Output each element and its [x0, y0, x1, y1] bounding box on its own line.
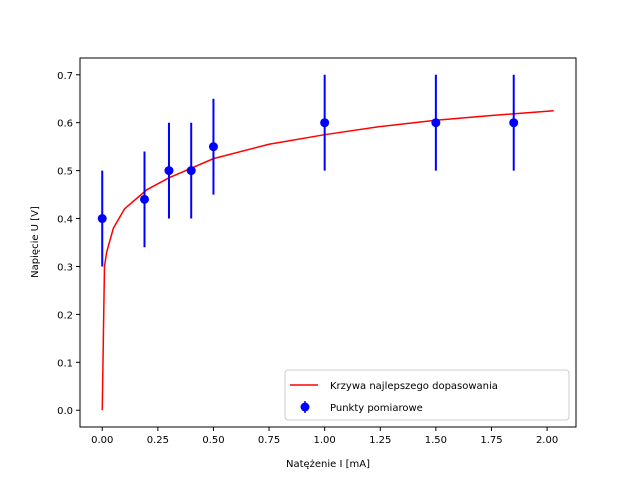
x-tick-label-1: 0.25: [147, 435, 169, 446]
legend-frame: [284, 369, 570, 421]
data-point-6: [431, 118, 441, 128]
data-point-1: [140, 194, 150, 204]
legend-points-marker: [300, 402, 310, 412]
y-tick-label-7: 0.7: [57, 71, 73, 82]
x-tick-label-4: 1.00: [314, 435, 336, 446]
y-axis-ticks: 0.0 0.1 0.2 0.3 0.4 0.5 0.6 0.7: [57, 71, 80, 417]
plot-frame: [79, 57, 577, 428]
x-tick-label-7: 1.75: [480, 435, 502, 446]
x-axis-label: Natężenie I [mA]: [286, 459, 370, 470]
y-tick-label-2: 0.2: [57, 310, 73, 321]
data-point-7: [509, 118, 519, 128]
x-axis-ticks: 0.00 0.25 0.50 0.75 1.00 1.25 1.50 1.75 2.00: [91, 427, 558, 446]
legend-fit-label: Krzywa najlepszego dopasowania: [330, 381, 498, 392]
point-layer: [97, 118, 519, 224]
y-tick-label-6: 0.6: [57, 119, 73, 130]
data-point-2: [164, 166, 174, 176]
y-tick-label-1: 0.1: [57, 358, 73, 369]
x-tick-label-2: 0.50: [202, 435, 224, 446]
data-point-4: [208, 142, 218, 152]
x-tick-label-0: 0.00: [91, 435, 113, 446]
x-tick-label-5: 1.25: [369, 435, 391, 446]
legend-points-label: Punkty pomiarowe: [330, 403, 423, 414]
x-tick-label-3: 0.75: [258, 435, 280, 446]
data-point-0: [97, 214, 107, 224]
data-point-3: [186, 166, 196, 176]
y-tick-label-0: 0.0: [57, 406, 73, 417]
y-tick-label-3: 0.3: [57, 262, 73, 273]
y-tick-label-4: 0.4: [57, 215, 73, 226]
x-tick-label-6: 1.50: [425, 435, 447, 446]
y-axis-label: Napięcie U [V]: [30, 206, 41, 278]
x-tick-label-8: 2.00: [536, 435, 558, 446]
data-point-5: [320, 118, 330, 128]
legend: Krzywa najlepszego dopasowania Punkty po…: [284, 369, 570, 421]
y-tick-label-5: 0.5: [57, 167, 73, 178]
